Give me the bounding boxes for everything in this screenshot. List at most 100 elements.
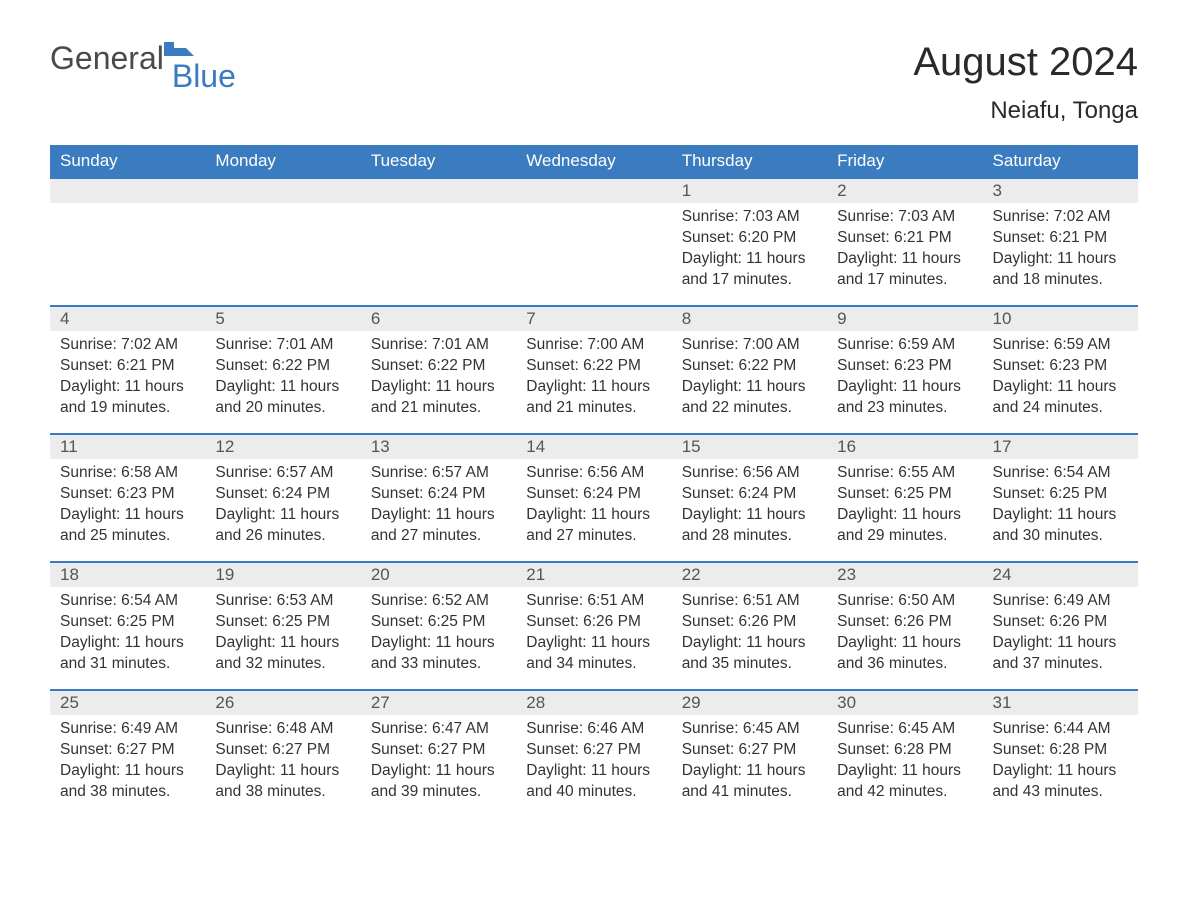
day-cell: 12Sunrise: 6:57 AMSunset: 6:24 PMDayligh… xyxy=(205,434,360,562)
day-cell: 10Sunrise: 6:59 AMSunset: 6:23 PMDayligh… xyxy=(983,306,1138,434)
day-body: Sunrise: 6:59 AMSunset: 6:23 PMDaylight:… xyxy=(827,331,982,429)
day-number: 27 xyxy=(361,691,516,715)
day-body: Sunrise: 6:51 AMSunset: 6:26 PMDaylight:… xyxy=(516,587,671,685)
daylight-line: Daylight: 11 hours and 24 minutes. xyxy=(993,377,1128,419)
day-number: 4 xyxy=(50,307,205,331)
day-cell: 26Sunrise: 6:48 AMSunset: 6:27 PMDayligh… xyxy=(205,690,360,818)
day-body: Sunrise: 6:47 AMSunset: 6:27 PMDaylight:… xyxy=(361,715,516,813)
daylight-line: Daylight: 11 hours and 21 minutes. xyxy=(526,377,661,419)
sunrise-line: Sunrise: 6:54 AM xyxy=(60,591,195,612)
day-number: 30 xyxy=(827,691,982,715)
sunrise-line: Sunrise: 6:49 AM xyxy=(60,719,195,740)
day-body: Sunrise: 6:56 AMSunset: 6:24 PMDaylight:… xyxy=(516,459,671,557)
day-cell: 21Sunrise: 6:51 AMSunset: 6:26 PMDayligh… xyxy=(516,562,671,690)
sunset-line: Sunset: 6:25 PM xyxy=(371,612,506,633)
day-cell: 4Sunrise: 7:02 AMSunset: 6:21 PMDaylight… xyxy=(50,306,205,434)
day-number: 11 xyxy=(50,435,205,459)
empty-day-num xyxy=(516,179,671,203)
day-body: Sunrise: 7:03 AMSunset: 6:20 PMDaylight:… xyxy=(672,203,827,301)
sunset-line: Sunset: 6:20 PM xyxy=(682,228,817,249)
day-cell: 29Sunrise: 6:45 AMSunset: 6:27 PMDayligh… xyxy=(672,690,827,818)
sunrise-line: Sunrise: 6:52 AM xyxy=(371,591,506,612)
daylight-line: Daylight: 11 hours and 38 minutes. xyxy=(215,761,350,803)
empty-day-num xyxy=(205,179,360,203)
sunset-line: Sunset: 6:25 PM xyxy=(837,484,972,505)
sunset-line: Sunset: 6:24 PM xyxy=(215,484,350,505)
sunrise-line: Sunrise: 7:03 AM xyxy=(837,207,972,228)
day-number: 12 xyxy=(205,435,360,459)
day-number: 18 xyxy=(50,563,205,587)
weekday-header-row: SundayMondayTuesdayWednesdayThursdayFrid… xyxy=(50,145,1138,178)
empty-cell xyxy=(361,178,516,306)
day-number: 29 xyxy=(672,691,827,715)
daylight-line: Daylight: 11 hours and 21 minutes. xyxy=(371,377,506,419)
sunrise-line: Sunrise: 6:51 AM xyxy=(526,591,661,612)
day-body: Sunrise: 6:45 AMSunset: 6:27 PMDaylight:… xyxy=(672,715,827,813)
sunset-line: Sunset: 6:26 PM xyxy=(837,612,972,633)
sunrise-line: Sunrise: 6:54 AM xyxy=(993,463,1128,484)
day-number: 19 xyxy=(205,563,360,587)
day-body: Sunrise: 7:02 AMSunset: 6:21 PMDaylight:… xyxy=(983,203,1138,301)
daylight-line: Daylight: 11 hours and 37 minutes. xyxy=(993,633,1128,675)
day-body: Sunrise: 7:01 AMSunset: 6:22 PMDaylight:… xyxy=(361,331,516,429)
day-cell: 8Sunrise: 7:00 AMSunset: 6:22 PMDaylight… xyxy=(672,306,827,434)
sunrise-line: Sunrise: 6:48 AM xyxy=(215,719,350,740)
logo-text-blue: Blue xyxy=(172,58,236,95)
sunrise-line: Sunrise: 7:01 AM xyxy=(371,335,506,356)
sunset-line: Sunset: 6:21 PM xyxy=(60,356,195,377)
day-cell: 13Sunrise: 6:57 AMSunset: 6:24 PMDayligh… xyxy=(361,434,516,562)
sunrise-line: Sunrise: 6:51 AM xyxy=(682,591,817,612)
day-body: Sunrise: 6:49 AMSunset: 6:26 PMDaylight:… xyxy=(983,587,1138,685)
empty-day-num xyxy=(50,179,205,203)
logo: General Blue xyxy=(50,40,264,77)
sunset-line: Sunset: 6:22 PM xyxy=(371,356,506,377)
month-title: August 2024 xyxy=(913,40,1138,85)
day-number: 23 xyxy=(827,563,982,587)
day-number: 3 xyxy=(983,179,1138,203)
day-body: Sunrise: 6:54 AMSunset: 6:25 PMDaylight:… xyxy=(50,587,205,685)
day-number: 26 xyxy=(205,691,360,715)
day-body: Sunrise: 6:51 AMSunset: 6:26 PMDaylight:… xyxy=(672,587,827,685)
sunset-line: Sunset: 6:26 PM xyxy=(682,612,817,633)
calendar-row: 25Sunrise: 6:49 AMSunset: 6:27 PMDayligh… xyxy=(50,690,1138,818)
daylight-line: Daylight: 11 hours and 29 minutes. xyxy=(837,505,972,547)
sunset-line: Sunset: 6:25 PM xyxy=(215,612,350,633)
sunrise-line: Sunrise: 6:58 AM xyxy=(60,463,195,484)
day-body: Sunrise: 6:58 AMSunset: 6:23 PMDaylight:… xyxy=(50,459,205,557)
title-block: August 2024 Neiafu, Tonga xyxy=(913,40,1138,125)
sunset-line: Sunset: 6:23 PM xyxy=(993,356,1128,377)
day-cell: 19Sunrise: 6:53 AMSunset: 6:25 PMDayligh… xyxy=(205,562,360,690)
day-cell: 20Sunrise: 6:52 AMSunset: 6:25 PMDayligh… xyxy=(361,562,516,690)
day-number: 6 xyxy=(361,307,516,331)
daylight-line: Daylight: 11 hours and 22 minutes. xyxy=(682,377,817,419)
weekday-header: Thursday xyxy=(672,145,827,178)
sunrise-line: Sunrise: 6:55 AM xyxy=(837,463,972,484)
calendar-row: 11Sunrise: 6:58 AMSunset: 6:23 PMDayligh… xyxy=(50,434,1138,562)
sunset-line: Sunset: 6:22 PM xyxy=(526,356,661,377)
sunset-line: Sunset: 6:22 PM xyxy=(682,356,817,377)
day-body: Sunrise: 6:49 AMSunset: 6:27 PMDaylight:… xyxy=(50,715,205,813)
day-cell: 2Sunrise: 7:03 AMSunset: 6:21 PMDaylight… xyxy=(827,178,982,306)
day-cell: 3Sunrise: 7:02 AMSunset: 6:21 PMDaylight… xyxy=(983,178,1138,306)
calendar-table: SundayMondayTuesdayWednesdayThursdayFrid… xyxy=(50,145,1138,818)
sunrise-line: Sunrise: 7:03 AM xyxy=(682,207,817,228)
sunset-line: Sunset: 6:25 PM xyxy=(993,484,1128,505)
sunrise-line: Sunrise: 6:59 AM xyxy=(993,335,1128,356)
sunrise-line: Sunrise: 6:56 AM xyxy=(526,463,661,484)
day-number: 25 xyxy=(50,691,205,715)
day-cell: 5Sunrise: 7:01 AMSunset: 6:22 PMDaylight… xyxy=(205,306,360,434)
day-number: 7 xyxy=(516,307,671,331)
day-body: Sunrise: 6:54 AMSunset: 6:25 PMDaylight:… xyxy=(983,459,1138,557)
sunset-line: Sunset: 6:26 PM xyxy=(526,612,661,633)
day-cell: 14Sunrise: 6:56 AMSunset: 6:24 PMDayligh… xyxy=(516,434,671,562)
header: General Blue August 2024 Neiafu, Tonga xyxy=(50,40,1138,125)
sunrise-line: Sunrise: 6:59 AM xyxy=(837,335,972,356)
daylight-line: Daylight: 11 hours and 33 minutes. xyxy=(371,633,506,675)
sunset-line: Sunset: 6:28 PM xyxy=(837,740,972,761)
day-number: 5 xyxy=(205,307,360,331)
daylight-line: Daylight: 11 hours and 35 minutes. xyxy=(682,633,817,675)
sunrise-line: Sunrise: 6:56 AM xyxy=(682,463,817,484)
day-number: 15 xyxy=(672,435,827,459)
daylight-line: Daylight: 11 hours and 32 minutes. xyxy=(215,633,350,675)
daylight-line: Daylight: 11 hours and 28 minutes. xyxy=(682,505,817,547)
